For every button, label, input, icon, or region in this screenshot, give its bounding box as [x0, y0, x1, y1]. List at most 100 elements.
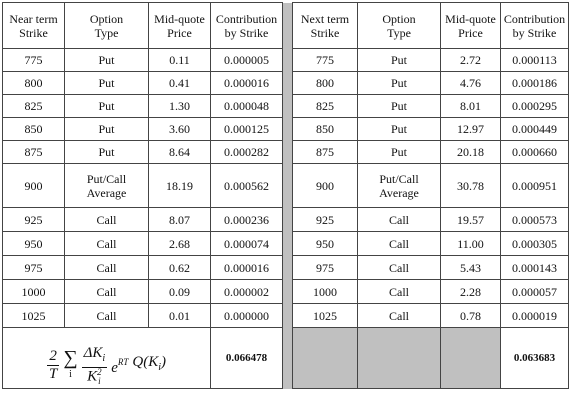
data-row: 1025 Call 0.01 0.000000 1025 Call 0.78 0.000019 — [2, 303, 569, 328]
mid-quote-price: 0.78 — [440, 303, 501, 328]
option-type: Call — [357, 255, 441, 280]
strike: 1000 — [292, 279, 358, 304]
data-row: 950 Call 2.68 0.000074 950 Call 11.00 0.000305 — [2, 231, 569, 256]
mid-quote-price: 8.64 — [148, 140, 211, 164]
data-row: 925 Call 8.07 0.000236 925 Call 19.57 0.000573 — [2, 207, 569, 232]
strike: 825 — [292, 94, 358, 118]
contribution: 0.000000 — [210, 303, 283, 328]
data-row: 975 Call 0.62 0.000016 975 Call 5.43 0.000143 — [2, 255, 569, 280]
formula-part: i — [98, 375, 101, 386]
strike: 975 — [2, 255, 65, 280]
data-row: 875 Put 8.64 0.000282 875 Put 20.18 0.000660 — [2, 140, 569, 164]
mid-quote-price: 3.60 — [148, 117, 211, 141]
separator — [282, 255, 293, 280]
contribution: 0.000573 — [500, 207, 569, 232]
option-type: Put — [64, 140, 149, 164]
mid-quote-price: 18.19 — [148, 163, 211, 208]
mid-quote-price: 8.07 — [148, 207, 211, 232]
separator — [282, 94, 293, 118]
contribution: 0.000295 — [500, 94, 569, 118]
header-cell: Option Type — [64, 2, 149, 49]
separator — [282, 303, 293, 328]
mid-quote-price: 1.30 — [148, 94, 211, 118]
sum: ∑ i — [63, 348, 77, 382]
mid-quote-price: 4.76 — [440, 71, 501, 95]
strike: 900 — [292, 163, 358, 208]
option-type: Put — [64, 48, 149, 72]
option-type: Call — [64, 255, 149, 280]
mid-quote-price: 0.41 — [148, 71, 211, 95]
mid-quote-price: 19.57 — [440, 207, 501, 232]
contribution: 0.000143 — [500, 255, 569, 280]
strike: 800 — [2, 71, 65, 95]
data-row: 1000 Call 0.09 0.000002 1000 Call 2.28 0.000057 — [2, 279, 569, 304]
strike: 1000 — [2, 279, 65, 304]
mid-quote-price: 2.28 — [440, 279, 501, 304]
mid-quote-price: 0.11 — [148, 48, 211, 72]
blank-cell — [440, 327, 501, 389]
option-type: Call — [357, 207, 441, 232]
option-type: Put — [64, 94, 149, 118]
separator — [282, 48, 293, 72]
data-row: 900 Put/Call Average 18.19 0.000562 900 Put/C… — [2, 163, 569, 208]
option-type: Call — [357, 303, 441, 328]
exponential: eRT — [111, 355, 129, 376]
q-term: Q(Ki) — [132, 355, 166, 375]
option-type: Put — [357, 71, 441, 95]
contribution: 0.000449 — [500, 117, 569, 141]
strike: 1025 — [2, 303, 65, 328]
formula-part: 2 — [97, 366, 102, 377]
contribution: 0.000951 — [500, 163, 569, 208]
option-type: Call — [357, 231, 441, 256]
separator — [282, 140, 293, 164]
mid-quote-price: 11.00 — [440, 231, 501, 256]
option-type: Put/Call Average — [64, 163, 149, 208]
mid-quote-price: 20.18 — [440, 140, 501, 164]
mid-quote-price: 0.01 — [148, 303, 211, 328]
contribution: 0.000016 — [210, 255, 283, 280]
strike: 800 — [292, 71, 358, 95]
strike: 950 — [2, 231, 65, 256]
contribution: 0.000305 — [500, 231, 569, 256]
option-type: Put — [357, 140, 441, 164]
strike: 875 — [292, 140, 358, 164]
vix-table: Near term Strike Option Type Mid-quote Pri… — [2, 2, 569, 389]
strike: 900 — [2, 163, 65, 208]
separator — [282, 117, 293, 141]
mid-quote-price: 2.68 — [148, 231, 211, 256]
strike: 850 — [2, 117, 65, 141]
table-wrap: Near term Strike Option Type Mid-quote Pri… — [2, 2, 569, 389]
near-term-total: 0.066478 — [210, 327, 283, 389]
option-type: Call — [357, 279, 441, 304]
formula-part: RT — [117, 357, 129, 367]
data-row: 825 Put 1.30 0.000048 825 Put 8.01 0.000295 — [2, 94, 569, 118]
next-term-total: 0.063683 — [500, 327, 569, 389]
formula-part: 2 — [47, 347, 59, 366]
blank-cell — [357, 327, 441, 389]
contribution: 0.000125 — [210, 117, 283, 141]
contribution: 0.000002 — [210, 279, 283, 304]
formula-part: i — [69, 369, 72, 380]
option-type: Call — [64, 279, 149, 304]
header-cell: Mid-quote Price — [440, 2, 501, 49]
formula-part: i — [102, 352, 106, 364]
formula-part: ΔK — [83, 344, 103, 361]
contribution: 0.000113 — [500, 48, 569, 72]
contribution: 0.000057 — [500, 279, 569, 304]
numerator: ΔKi — [81, 344, 108, 368]
mid-quote-price: 8.01 — [440, 94, 501, 118]
formula-part: ∑ — [63, 347, 78, 369]
formula-part: Q(K — [132, 354, 159, 370]
strike: 775 — [292, 48, 358, 72]
header-cell: Near term Strike — [2, 2, 65, 49]
option-type: Put — [357, 48, 441, 72]
strike: 950 — [292, 231, 358, 256]
strike: 825 — [2, 94, 65, 118]
option-type: Put — [357, 117, 441, 141]
formula-part: K — [87, 367, 98, 384]
contribution: 0.000186 — [500, 71, 569, 95]
separator — [282, 2, 293, 49]
data-row: 800 Put 0.41 0.000016 800 Put 4.76 0.000186 — [2, 71, 569, 95]
